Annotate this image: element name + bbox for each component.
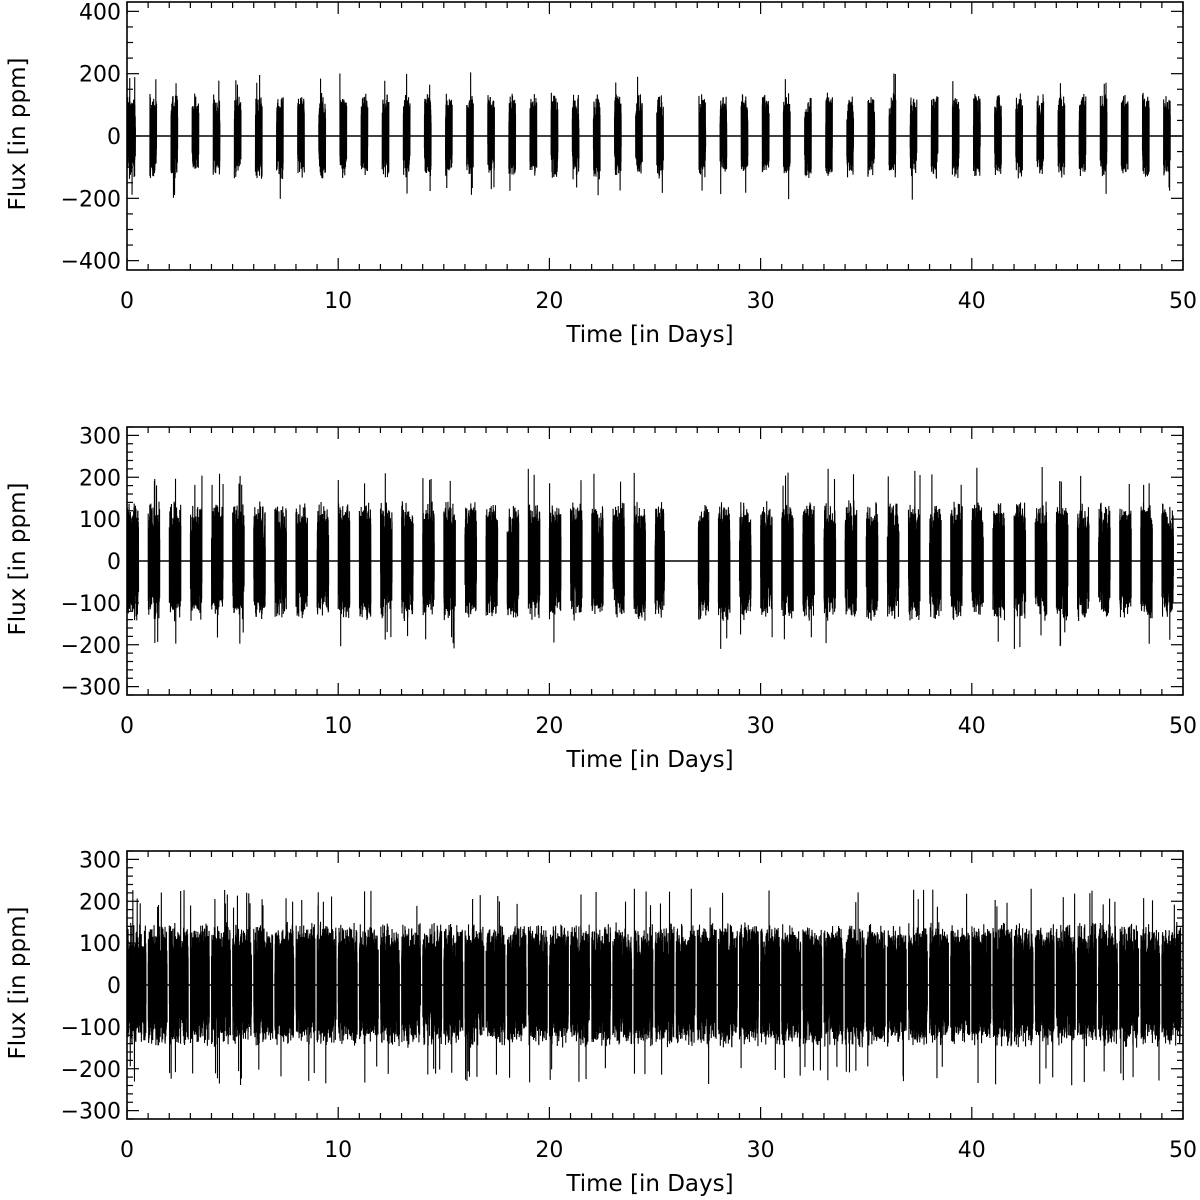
y-tick-label: 400 bbox=[79, 0, 121, 25]
flux-series-line bbox=[127, 888, 1182, 1086]
y-tick-label: −100 bbox=[61, 592, 121, 617]
x-tick-label: 20 bbox=[535, 289, 563, 314]
x-axis-title: Time [in Days] bbox=[565, 322, 733, 348]
x-tick-label: 40 bbox=[958, 1138, 986, 1163]
y-tick-label: 0 bbox=[107, 974, 121, 999]
y-tick-label: 300 bbox=[79, 848, 121, 873]
y-tick-label: −200 bbox=[61, 634, 121, 659]
x-axis-title: Time [in Days] bbox=[565, 1171, 733, 1197]
x-tick-label: 0 bbox=[120, 289, 134, 314]
x-tick-label: 20 bbox=[535, 714, 563, 739]
x-tick-label: 20 bbox=[535, 1138, 563, 1163]
y-tick-label: 100 bbox=[79, 932, 121, 957]
y-tick-label: 100 bbox=[79, 508, 121, 533]
y-tick-label: 300 bbox=[79, 424, 121, 449]
y-axis-title: Flux [in ppm] bbox=[5, 483, 31, 636]
x-tick-label: 30 bbox=[747, 714, 775, 739]
x-tick-label: 40 bbox=[958, 714, 986, 739]
y-axis-title: Flux [in ppm] bbox=[5, 58, 31, 211]
flux-series-line bbox=[127, 466, 1174, 649]
x-tick-label: 0 bbox=[120, 1138, 134, 1163]
x-tick-label: 50 bbox=[1169, 714, 1197, 739]
x-tick-label: 50 bbox=[1169, 289, 1197, 314]
y-tick-label: 200 bbox=[79, 63, 121, 88]
chart-panel-2: 0 10 20 30 40 50 −300 −200 −100 0 100 200 300 Time [i… bbox=[5, 424, 1197, 773]
y-tick-label: −400 bbox=[61, 250, 121, 275]
x-tick-label: 10 bbox=[324, 1138, 352, 1163]
chart-panel-3: 0 10 20 30 40 50 −300 −200 −100 0 100 200 300 Time [i… bbox=[5, 848, 1197, 1197]
y-tick-label: 0 bbox=[107, 550, 121, 575]
x-axis-title: Time [in Days] bbox=[565, 747, 733, 773]
x-tick-label: 10 bbox=[324, 289, 352, 314]
x-tick-label: 0 bbox=[120, 714, 134, 739]
y-axis-title: Flux [in ppm] bbox=[5, 907, 31, 1060]
flux-series-line bbox=[127, 72, 1171, 200]
y-tick-label: −300 bbox=[61, 1100, 121, 1125]
chart-panel-1: 0 10 20 30 40 50 −400 −200 0 200 400 Time [in Days]… bbox=[5, 0, 1197, 348]
y-tick-label: −200 bbox=[61, 187, 121, 212]
x-tick-label: 30 bbox=[747, 289, 775, 314]
x-tick-label: 50 bbox=[1169, 1138, 1197, 1163]
y-tick-label: −100 bbox=[61, 1016, 121, 1041]
y-tick-label: 200 bbox=[79, 466, 121, 491]
y-tick-label: −200 bbox=[61, 1058, 121, 1083]
x-tick-label: 40 bbox=[958, 289, 986, 314]
y-tick-label: −300 bbox=[61, 676, 121, 701]
x-tick-label: 30 bbox=[747, 1138, 775, 1163]
y-tick-label: 0 bbox=[107, 125, 121, 150]
y-tick-label: 200 bbox=[79, 890, 121, 915]
x-tick-label: 10 bbox=[324, 714, 352, 739]
